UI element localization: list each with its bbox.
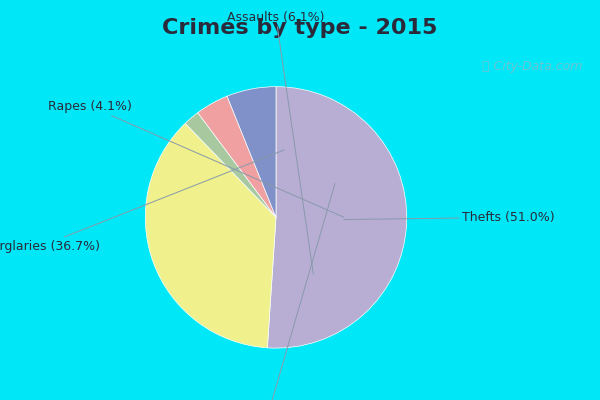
Wedge shape bbox=[185, 113, 276, 218]
Wedge shape bbox=[227, 87, 276, 218]
Text: Rapes (4.1%): Rapes (4.1%) bbox=[49, 100, 344, 217]
Text: Assaults (6.1%): Assaults (6.1%) bbox=[227, 11, 325, 274]
Wedge shape bbox=[268, 87, 407, 348]
Text: ⓘ City-Data.com: ⓘ City-Data.com bbox=[482, 60, 582, 73]
Text: Burglaries (36.7%): Burglaries (36.7%) bbox=[0, 150, 284, 253]
Text: Auto thefts (2.0%): Auto thefts (2.0%) bbox=[212, 184, 335, 400]
Text: Crimes by type - 2015: Crimes by type - 2015 bbox=[163, 18, 437, 38]
Text: Thefts (51.0%): Thefts (51.0%) bbox=[344, 211, 554, 224]
Wedge shape bbox=[198, 96, 276, 218]
Wedge shape bbox=[145, 123, 276, 348]
